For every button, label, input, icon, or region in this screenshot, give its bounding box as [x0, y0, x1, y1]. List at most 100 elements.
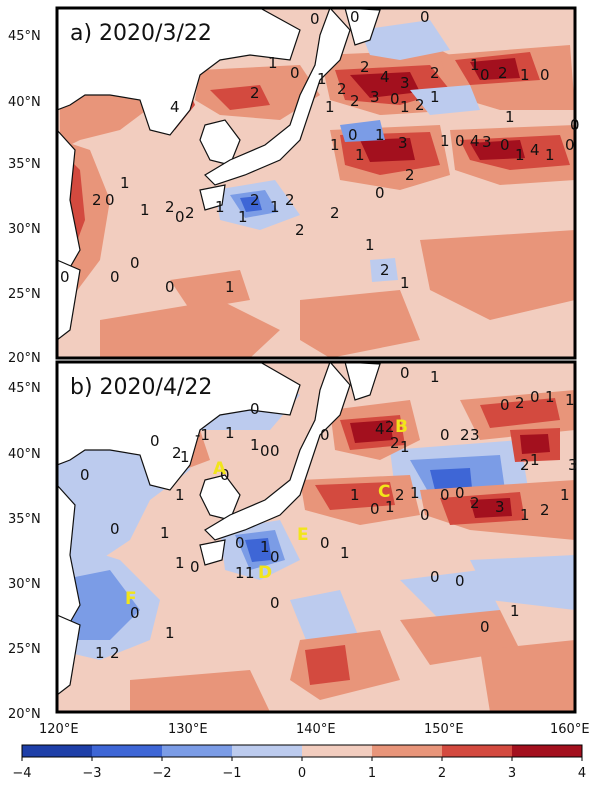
contour-label: 1: [530, 451, 540, 469]
contour-label: 2: [385, 418, 395, 436]
contour-label: 4: [170, 98, 180, 116]
lat-label: 45°N: [8, 381, 41, 396]
contour-label: 3: [470, 426, 480, 444]
contour-label: 1: [470, 56, 480, 74]
colorbar-segment: [232, 745, 303, 757]
contour-label: 0: [270, 442, 280, 460]
contour-label: 2: [110, 644, 120, 662]
contour-label: 1: [268, 54, 278, 72]
contour-label: 1: [180, 448, 190, 466]
contour-label: 3: [568, 456, 578, 474]
contour-label: 0: [220, 466, 230, 484]
colorbar-tick-label: 4: [578, 766, 586, 781]
contour-label: 1: [365, 236, 375, 254]
lon-labels: 120°E 130°E 140°E 150°E 160°E: [39, 722, 590, 737]
contour-label: 1: [270, 198, 280, 216]
contour-label: 2: [330, 204, 340, 222]
colorbar-tick-label: 3: [508, 766, 516, 781]
contour-label: 2: [250, 84, 260, 102]
contour-label: 1: [120, 174, 130, 192]
lon-label: 130°E: [168, 722, 208, 737]
contour-label: 0: [175, 208, 185, 226]
lat-label: 25°N: [8, 642, 41, 657]
lat-label: 20°N: [8, 707, 41, 722]
contour-label: 0: [260, 442, 270, 460]
contour-label: 1: [350, 486, 360, 504]
contour-label: 2: [380, 261, 390, 279]
colorbar-segment: [92, 745, 163, 757]
contour-label: 0: [400, 364, 410, 382]
contour-label: 2: [172, 444, 182, 462]
contour-label: 1: [430, 88, 440, 106]
contour-label: 3: [398, 134, 408, 152]
contour-label: 0: [80, 466, 90, 484]
contour-label: 1: [520, 506, 530, 524]
contour-label: 1: [375, 126, 385, 144]
contour-label: 4: [375, 420, 385, 438]
contour-label: 2: [360, 58, 370, 76]
contour-label: 3: [495, 498, 505, 516]
colorbar: −4 −3 −2 −1 0 1 2 3 4: [12, 744, 586, 781]
contour-label: 0: [565, 136, 575, 154]
contour-label: 0: [110, 520, 120, 538]
contour-label: 1: [545, 146, 555, 164]
lat-label: 40°N: [8, 447, 41, 462]
panel-b-title: b) 2020/4/22: [70, 375, 212, 400]
panel-a-frame: [55, 6, 577, 360]
contour-label: 0: [420, 8, 430, 26]
contour-label: 3: [400, 74, 410, 92]
contour-label: 1: [385, 498, 395, 516]
contour-label: 0: [500, 136, 510, 154]
contour-label: 0: [310, 10, 320, 28]
contour-label: 0: [440, 486, 450, 504]
contour-label: 1: [440, 132, 450, 150]
lat-label: 35°N: [8, 157, 41, 172]
contour-label: 1: [260, 538, 270, 556]
contour-label: 0: [570, 116, 580, 134]
contour-label: 1: [317, 70, 327, 88]
lon-label: 140°E: [296, 722, 336, 737]
contour-label: 2: [185, 204, 195, 222]
contour-label: 2: [498, 64, 508, 82]
contour-label: 4: [530, 141, 540, 159]
contour-label: 1: [330, 136, 340, 154]
contour-label: 0: [165, 278, 175, 296]
contour-label: 1: [400, 98, 410, 116]
panel-a-title-bg: [66, 14, 236, 48]
contour-label: 1: [355, 146, 365, 164]
contour-label: 2: [295, 221, 305, 239]
panel-b-frame: [55, 360, 577, 714]
lat-label: 20°N: [8, 351, 41, 366]
colorbar-tick-label: −3: [82, 766, 101, 781]
contour-label: 2: [520, 456, 530, 474]
contour-label: 2: [250, 191, 260, 209]
contour-label: 0: [235, 534, 245, 552]
contour-label: 0: [270, 594, 280, 612]
contour-label: 1: [140, 201, 150, 219]
region-label-b: B: [395, 417, 408, 437]
contour-label: 1: [325, 98, 335, 116]
contour-label: 0: [375, 184, 385, 202]
panel-a-title: a) 2020/3/22: [70, 21, 212, 46]
lat-label: 40°N: [8, 95, 41, 110]
region-label-c: C: [378, 482, 390, 502]
contour-label: 2: [92, 191, 102, 209]
region-label-e: E: [297, 525, 309, 545]
lon-label: 160°E: [550, 722, 590, 737]
contour-label: 0: [60, 268, 70, 286]
contour-label: 3: [370, 88, 380, 106]
contour-label: 0: [348, 126, 358, 144]
contour-label: 2: [540, 501, 550, 519]
contour-label: 2: [350, 92, 360, 110]
contour-label: 0: [150, 432, 160, 450]
contour-label: 1: [510, 602, 520, 620]
contour-label: 2: [337, 80, 347, 98]
colorbar-segment: [512, 745, 583, 757]
contour-label: 1: [565, 391, 575, 409]
contour-label: 0: [390, 90, 400, 108]
contour-label: 2: [470, 494, 480, 512]
contour-label: 1: [520, 66, 530, 84]
contour-label: 1: [515, 146, 525, 164]
contour-label: 0: [105, 191, 115, 209]
